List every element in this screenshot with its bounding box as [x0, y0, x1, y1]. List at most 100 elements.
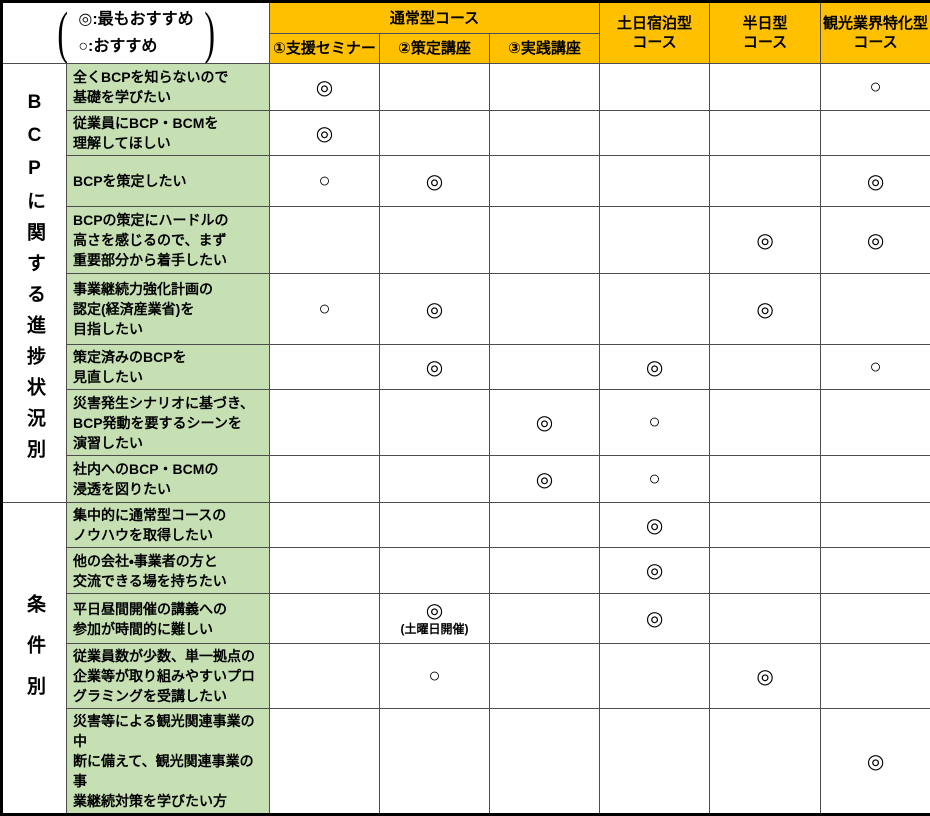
- recommendation-cell: [269, 389, 381, 456]
- recommendation-cell: [599, 206, 711, 274]
- recommendation-cell: [269, 344, 381, 390]
- header-halfday-course: 半日型 コース: [709, 1, 822, 64]
- recommendation-cell: ◎: [820, 155, 930, 207]
- row-label: 平日昼間開催の講義への 参加が時間的に難しい: [65, 593, 271, 644]
- row-label: 他の会社・事業者の方と 交流できる場を持ちたい: [65, 547, 271, 594]
- recommendation-cell: [599, 155, 711, 207]
- recommendation-cell: [709, 547, 822, 594]
- recommendation-cell: ◎: [599, 547, 711, 594]
- group-header-bcp-progress: BCPに関する進捗状況別: [1, 63, 67, 503]
- saturday-note: (土曜日開催): [400, 622, 469, 636]
- recommendation-cell: [489, 502, 601, 548]
- recommendation-cell: [820, 273, 930, 345]
- row-label: 災害等による観光関連事業の中 断に備えて、観光関連事業の事 業継続対策を学びたい…: [65, 708, 271, 815]
- recommendation-cell: [709, 389, 822, 456]
- recommendation-cell: ◎: [379, 273, 491, 345]
- row-label: 集中的に通常型コースの ノウハウを取得したい: [65, 502, 271, 548]
- recommendation-cell: ○: [269, 273, 381, 345]
- recommendation-cell: [709, 708, 822, 815]
- row-label: 全くBCPを知らないので 基礎を学びたい: [65, 63, 271, 111]
- recommendation-cell: [379, 708, 491, 815]
- recommendation-cell: ○: [269, 155, 381, 207]
- recommendation-cell: ○: [820, 63, 930, 111]
- recommendation-cell: ○: [599, 455, 711, 503]
- recommendation-cell: [820, 455, 930, 503]
- recommendation-cell: [820, 502, 930, 548]
- header-sub-seminar: ①支援セミナー: [269, 33, 381, 64]
- recommendation-cell: [489, 110, 601, 156]
- recommendation-cell: [599, 273, 711, 345]
- recommendation-cell: [379, 389, 491, 456]
- legend-bracket-right: ): [204, 1, 215, 64]
- row-label: 社内へのBCP・BCMの 浸透を図りたい: [65, 455, 271, 503]
- recommendation-cell: [489, 547, 601, 594]
- recommendation-cell: ◎: [269, 63, 381, 111]
- recommendation-cell: [489, 63, 601, 111]
- recommendation-cell: ○: [599, 389, 711, 456]
- recommendation-cell: [379, 547, 491, 594]
- recommendation-cell: [379, 206, 491, 274]
- recommendation-cell: [269, 643, 381, 709]
- row-label: 従業員数が少数、単一拠点の 企業等が取り組みやすいプロ グラミングを受講したい: [65, 643, 271, 709]
- row-label: 従業員にBCP・BCMを 理解してほしい: [65, 110, 271, 156]
- recommendation-cell: ◎: [379, 344, 491, 390]
- recommendation-cell: [489, 155, 601, 207]
- recommendation-cell: [820, 547, 930, 594]
- recommendation-cell: ◎: [709, 643, 822, 709]
- recommendation-cell: [709, 155, 822, 207]
- recommendation-cell: [709, 502, 822, 548]
- legend-bracket-left: (: [57, 1, 69, 64]
- row-label: 災害発生シナリオに基づき、 BCP発動を要するシーンを 演習したい: [65, 389, 271, 456]
- recommendation-cell: [709, 110, 822, 156]
- recommendation-cell: [820, 593, 930, 644]
- header-weekend-course: 土日宿泊型 コース: [599, 1, 711, 64]
- legend-box: ( ◎:最もおすすめ ○:おすすめ ): [3, 4, 269, 62]
- recommendation-cell: [379, 502, 491, 548]
- recommendation-cell: ◎: [379, 155, 491, 207]
- recommendation-cell: ○: [379, 643, 491, 709]
- header-sub-practice: ③実践講座: [489, 33, 601, 64]
- recommendation-cell: ○: [820, 344, 930, 390]
- recommendation-cell: ◎: [489, 455, 601, 503]
- recommendation-cell: [379, 455, 491, 503]
- header-tourism-course: 観光業界特化型 コース: [820, 1, 930, 64]
- row-label: 策定済みのBCPを 見直したい: [65, 344, 271, 390]
- legend-good-label: ○:おすすめ: [78, 38, 158, 55]
- recommendation-cell: [269, 593, 381, 644]
- recommendation-cell: [379, 110, 491, 156]
- recommendation-cell: [820, 110, 930, 156]
- recommendation-cell: ◎: [709, 206, 822, 274]
- legend-best-label: ◎:最もおすすめ: [78, 11, 194, 28]
- recommendation-cell: [599, 708, 711, 815]
- group-header-conditions-label: 条件別: [24, 594, 45, 717]
- recommendation-cell: [709, 344, 822, 390]
- recommendation-cell: [489, 708, 601, 815]
- recommendation-cell: [599, 63, 711, 111]
- recommendation-cell: [489, 593, 601, 644]
- recommendation-cell: ◎: [820, 206, 930, 274]
- recommendation-cell: [820, 389, 930, 456]
- recommendation-mark: ◎: [425, 600, 444, 622]
- recommendation-cell-with-note: ◎ (土曜日開催): [379, 593, 491, 644]
- recommendation-cell: [820, 643, 930, 709]
- recommendation-cell: [269, 708, 381, 815]
- recommendation-cell: [269, 502, 381, 548]
- recommendation-cell: ◎: [709, 273, 822, 345]
- recommendation-cell: ◎: [269, 110, 381, 156]
- recommendation-cell: ◎: [599, 593, 711, 644]
- recommendation-cell: [269, 547, 381, 594]
- recommendation-cell: [269, 455, 381, 503]
- group-header-conditions: 条件別: [1, 502, 67, 815]
- recommendation-cell: ◎: [599, 344, 711, 390]
- row-label: BCPの策定にハードルの 高さを感じるので、まず 重要部分から着手したい: [65, 206, 271, 274]
- recommendation-cell: ◎: [820, 708, 930, 815]
- recommendation-cell: [489, 344, 601, 390]
- recommendation-cell: [709, 455, 822, 503]
- recommendation-cell: ◎: [599, 502, 711, 548]
- recommendation-cell: [709, 593, 822, 644]
- recommendation-cell: [489, 206, 601, 274]
- group-header-bcp-progress-label: BCPに関する進捗状況別: [24, 91, 45, 470]
- recommendation-cell: [489, 273, 601, 345]
